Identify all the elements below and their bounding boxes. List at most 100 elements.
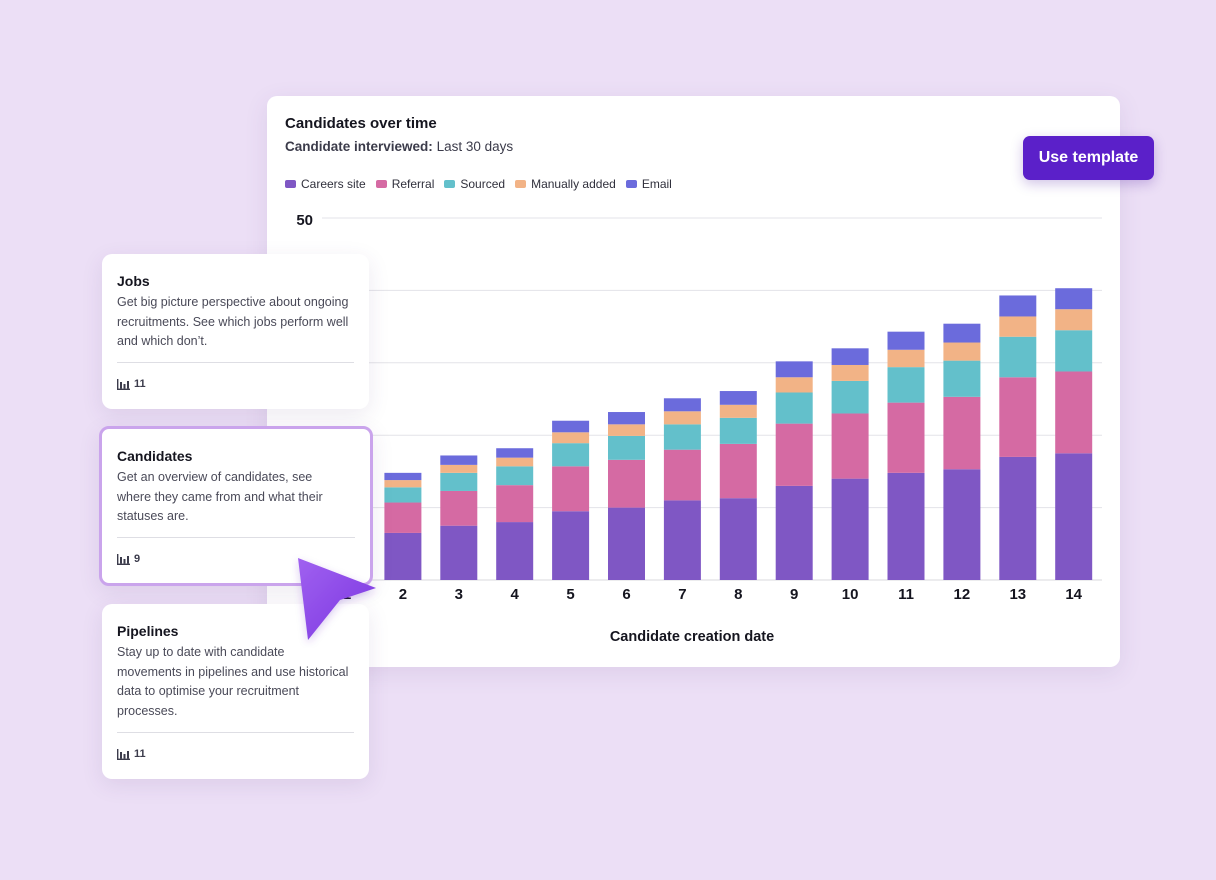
legend-item-manually-added[interactable]: Manually added [515, 177, 616, 191]
report-card-pipelines[interactable]: Pipelines Stay up to date with candidate… [102, 604, 369, 779]
report-card-candidates[interactable]: Candidates Get an overview of candidates… [99, 426, 373, 586]
legend-label: Manually added [531, 177, 616, 191]
report-count-value: 11 [134, 748, 146, 760]
bar-segment-careers-site[interactable] [552, 511, 590, 580]
bar-segment-referral[interactable] [719, 443, 757, 499]
legend-label: Careers site [301, 177, 366, 191]
bar-segment-sourced[interactable] [440, 472, 478, 491]
bar-segment-email[interactable] [552, 420, 590, 433]
bar-segment-careers-site[interactable] [608, 507, 645, 580]
bar-segment-manually-added[interactable] [384, 480, 422, 488]
bar-segment-referral[interactable] [775, 423, 813, 486]
use-template-button[interactable]: Use template [1023, 136, 1154, 180]
bar-segment-sourced[interactable] [887, 367, 925, 403]
bar-segment-referral[interactable] [608, 459, 645, 508]
bar-segment-referral[interactable] [384, 502, 422, 533]
bar-segment-sourced[interactable] [1055, 330, 1093, 372]
bar-segment-sourced[interactable] [943, 360, 981, 397]
card-description: Get big picture perspective about ongoin… [117, 295, 349, 348]
bar-segment-manually-added[interactable] [719, 404, 757, 418]
x-tick-label: 8 [734, 586, 742, 603]
x-tick-label: 2 [399, 586, 407, 603]
bar-segment-sourced[interactable] [831, 380, 869, 414]
legend-item-email[interactable]: Email [625, 177, 672, 191]
bar-segment-email[interactable] [719, 391, 757, 405]
bar-chart-icon [117, 378, 130, 390]
bar-segment-email[interactable] [663, 398, 701, 412]
bar-segment-manually-added[interactable] [440, 464, 478, 473]
bar-chart-icon [117, 748, 130, 760]
bar-segment-referral[interactable] [663, 449, 701, 501]
legend-label: Sourced [460, 177, 506, 191]
bar-segment-sourced[interactable] [663, 424, 701, 450]
legend-swatch [444, 180, 456, 188]
bar-segment-sourced[interactable] [384, 487, 422, 503]
bar-segment-email[interactable] [999, 295, 1037, 317]
bar-segment-manually-added[interactable] [552, 432, 590, 444]
report-count: 11 [117, 378, 146, 390]
bar-segment-referral[interactable] [831, 413, 869, 479]
bar-segment-sourced[interactable] [608, 435, 645, 460]
bar-segment-referral[interactable] [1055, 371, 1093, 454]
card-divider [117, 362, 354, 363]
bar-segment-email[interactable] [608, 412, 645, 425]
bar-segment-referral[interactable] [943, 396, 981, 470]
bar-segment-careers-site[interactable] [663, 500, 701, 580]
bar-segment-sourced[interactable] [999, 336, 1037, 378]
y-tick-label: 50 [296, 212, 313, 229]
card-title: Pipelines [117, 623, 179, 639]
bar-segment-email[interactable] [775, 361, 813, 378]
bar-segment-sourced[interactable] [719, 417, 757, 444]
bar-segment-manually-added[interactable] [1055, 309, 1093, 331]
bar-segment-sourced[interactable] [775, 392, 813, 424]
bar-segment-careers-site[interactable] [943, 469, 981, 580]
bar-chart-icon [117, 553, 130, 565]
x-tick-label: 4 [511, 586, 520, 603]
legend-item-careers-site[interactable]: Careers site [285, 177, 366, 191]
bar-segment-manually-added[interactable] [608, 424, 645, 436]
legend-label: Email [641, 177, 672, 191]
legend-item-sourced[interactable]: Sourced [444, 177, 505, 191]
bar-segment-manually-added[interactable] [999, 316, 1037, 337]
bar-segment-referral[interactable] [552, 466, 590, 512]
bar-segment-sourced[interactable] [552, 443, 590, 467]
bar-segment-careers-site[interactable] [440, 525, 478, 580]
bar-segment-email[interactable] [831, 348, 869, 365]
bar-segment-manually-added[interactable] [775, 377, 813, 393]
bar-segment-manually-added[interactable] [887, 349, 925, 368]
bar-segment-careers-site[interactable] [1055, 453, 1093, 580]
x-tick-label: 10 [842, 586, 859, 603]
bar-segment-referral[interactable] [887, 402, 925, 473]
report-card-jobs[interactable]: Jobs Get big picture perspective about o… [102, 254, 369, 409]
bar-segment-careers-site[interactable] [831, 478, 869, 580]
bar-segment-careers-site[interactable] [384, 532, 422, 580]
x-tick-label: 11 [898, 586, 914, 603]
bar-segment-referral[interactable] [999, 377, 1037, 457]
bar-segment-careers-site[interactable] [496, 522, 534, 580]
bar-segment-manually-added[interactable] [943, 342, 981, 361]
bar-segment-email[interactable] [943, 323, 981, 343]
bar-segment-email[interactable] [384, 472, 422, 481]
bar-segment-careers-site[interactable] [719, 498, 757, 580]
bar-segment-careers-site[interactable] [999, 456, 1037, 580]
panel-title: Candidates over time [285, 115, 437, 132]
x-tick-label: 5 [566, 586, 574, 603]
bar-segment-manually-added[interactable] [663, 411, 701, 425]
bar-segment-referral[interactable] [496, 485, 534, 523]
bar-segment-email[interactable] [496, 448, 534, 458]
bar-segment-email[interactable] [887, 331, 925, 350]
legend-item-referral[interactable]: Referral [375, 177, 434, 191]
bar-segment-referral[interactable] [440, 490, 478, 526]
bar-segment-email[interactable] [1055, 288, 1093, 310]
bar-segment-manually-added[interactable] [831, 364, 869, 381]
bar-segment-email[interactable] [440, 455, 478, 465]
x-tick-label: 6 [622, 586, 630, 603]
bar-segment-sourced[interactable] [496, 466, 534, 486]
card-divider [117, 537, 355, 538]
bar-segment-manually-added[interactable] [496, 457, 534, 467]
legend-swatch [375, 180, 387, 188]
bar-segment-careers-site[interactable] [887, 472, 925, 580]
x-axis-label: Candidate creation date [610, 629, 774, 645]
bar-segment-careers-site[interactable] [775, 485, 813, 580]
